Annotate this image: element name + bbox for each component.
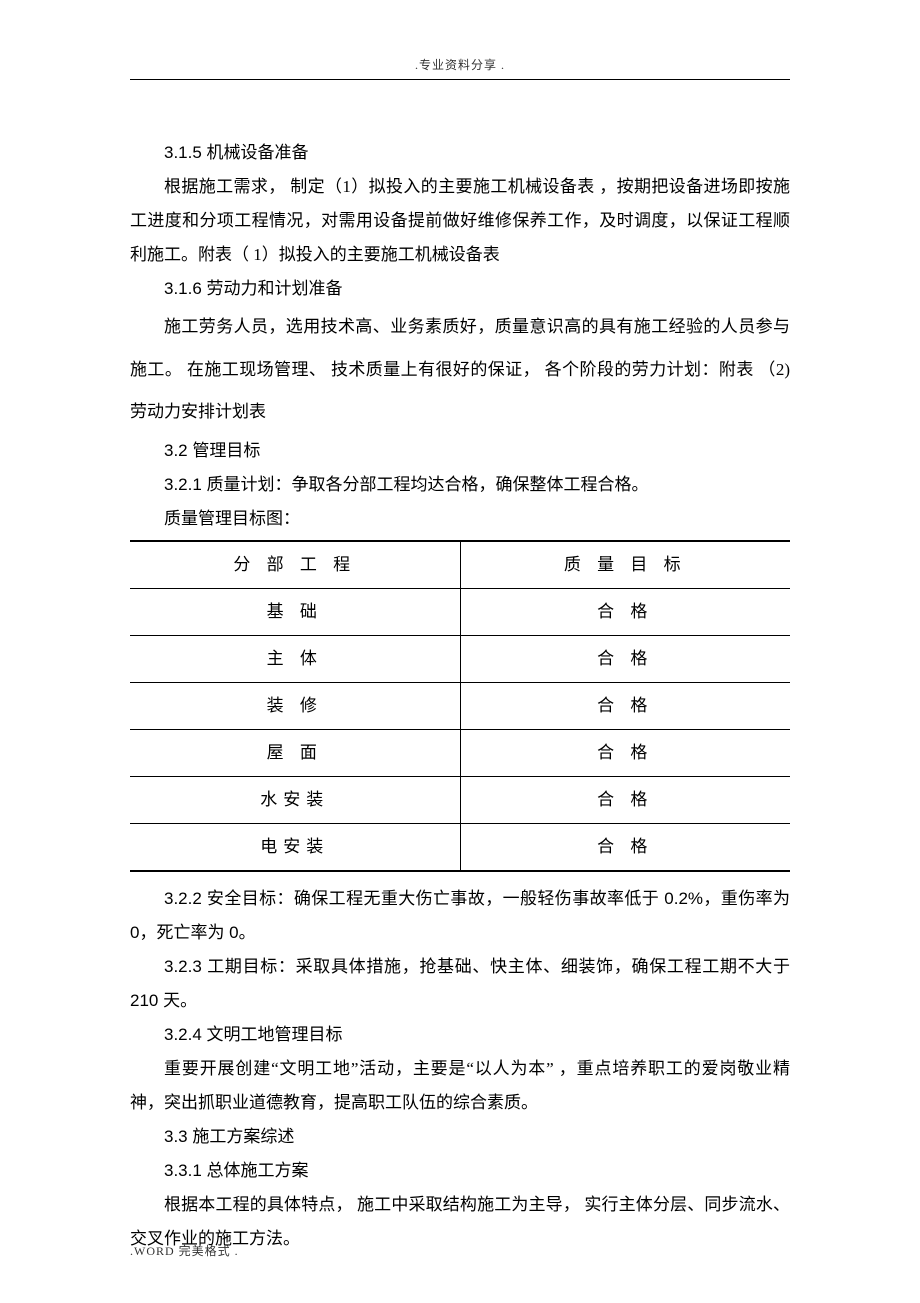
line-text: 3.2.1 质量计划：争取各分部工程均达合格，确保整体工程合格。 [164, 475, 649, 494]
heading-text: 3.2.4 文明工地管理目标 [164, 1025, 343, 1044]
table-row: 基 础 合 格 [130, 588, 790, 635]
para-3-1-5: 根据施工需求， 制定（1）拟投入的主要施工机械设备表 ，按期把设备进场即按施工进… [130, 170, 790, 272]
table-header-row: 分 部 工 程 质 量 目 标 [130, 541, 790, 589]
heading-3-2: 3.2 管理目标 [130, 434, 790, 468]
table-cell: 屋 面 [130, 729, 460, 776]
line-text: 3.2.3 工期目标：采取具体措施，抢基础、快主体、细装饰，确保工程工期不大于 … [130, 957, 790, 1010]
table-row: 主 体 合 格 [130, 635, 790, 682]
table-cell: 合 格 [460, 635, 790, 682]
page-footer: .WORD 完美格式 . [130, 1242, 239, 1259]
table-header-col1: 分 部 工 程 [130, 541, 460, 589]
document-body: 3.1.5 机械设备准备 根据施工需求， 制定（1）拟投入的主要施工机械设备表 … [130, 136, 790, 1256]
table-header-col2: 质 量 目 标 [460, 541, 790, 589]
table-cell: 水安装 [130, 776, 460, 823]
document-page: .专业资料分享 . 3.1.5 机械设备准备 根据施工需求， 制定（1）拟投入的… [0, 0, 920, 1303]
table-row: 水安装 合 格 [130, 776, 790, 823]
quality-target-table: 分 部 工 程 质 量 目 标 基 础 合 格 主 体 合 格 装 修 合 格 … [130, 540, 790, 872]
para-3-1-6: 施工劳务人员，选用技术高、业务素质好，质量意识高的具有施工经验的人员参与施工。 … [130, 306, 790, 434]
table-cell: 合 格 [460, 776, 790, 823]
table-row: 装 修 合 格 [130, 682, 790, 729]
heading-text: 3.1.5 机械设备准备 [164, 143, 309, 162]
heading-3-3: 3.3 施工方案综述 [130, 1120, 790, 1154]
heading-text: 3.1.6 劳动力和计划准备 [164, 279, 343, 298]
table-cell: 合 格 [460, 823, 790, 871]
table-cell: 主 体 [130, 635, 460, 682]
heading-3-2-4: 3.2.4 文明工地管理目标 [130, 1018, 790, 1052]
para-3-2-4: 重要开展创建“文明工地”活动，主要是“以人为本” ，重点培养职工的爱岗敬业精神，… [130, 1052, 790, 1120]
table-cell: 基 础 [130, 588, 460, 635]
heading-3-1-5: 3.1.5 机械设备准备 [130, 136, 790, 170]
table-row: 电安装 合 格 [130, 823, 790, 871]
table-cell: 合 格 [460, 729, 790, 776]
para-3-2-1-sub: 质量管理目标图： [130, 502, 790, 536]
table-cell: 电安装 [130, 823, 460, 871]
table-row: 屋 面 合 格 [130, 729, 790, 776]
heading-text: 3.3 施工方案综述 [164, 1127, 294, 1146]
table-cell: 合 格 [460, 588, 790, 635]
page-header: .专业资料分享 . [130, 56, 790, 80]
para-3-2-1: 3.2.1 质量计划：争取各分部工程均达合格，确保整体工程合格。 [130, 468, 790, 502]
heading-3-1-6: 3.1.6 劳动力和计划准备 [130, 272, 790, 306]
heading-text: 3.2 管理目标 [164, 441, 260, 460]
table-cell: 合 格 [460, 682, 790, 729]
heading-text: 3.3.1 总体施工方案 [164, 1161, 309, 1180]
table-cell: 装 修 [130, 682, 460, 729]
line-text: 3.2.2 安全目标：确保工程无重大伤亡事故，一般轻伤事故率低于 0.2%，重伤… [130, 889, 790, 942]
para-3-2-2: 3.2.2 安全目标：确保工程无重大伤亡事故，一般轻伤事故率低于 0.2%，重伤… [130, 882, 790, 950]
para-3-2-3: 3.2.3 工期目标：采取具体措施，抢基础、快主体、细装饰，确保工程工期不大于 … [130, 950, 790, 1018]
heading-3-3-1: 3.3.1 总体施工方案 [130, 1154, 790, 1188]
